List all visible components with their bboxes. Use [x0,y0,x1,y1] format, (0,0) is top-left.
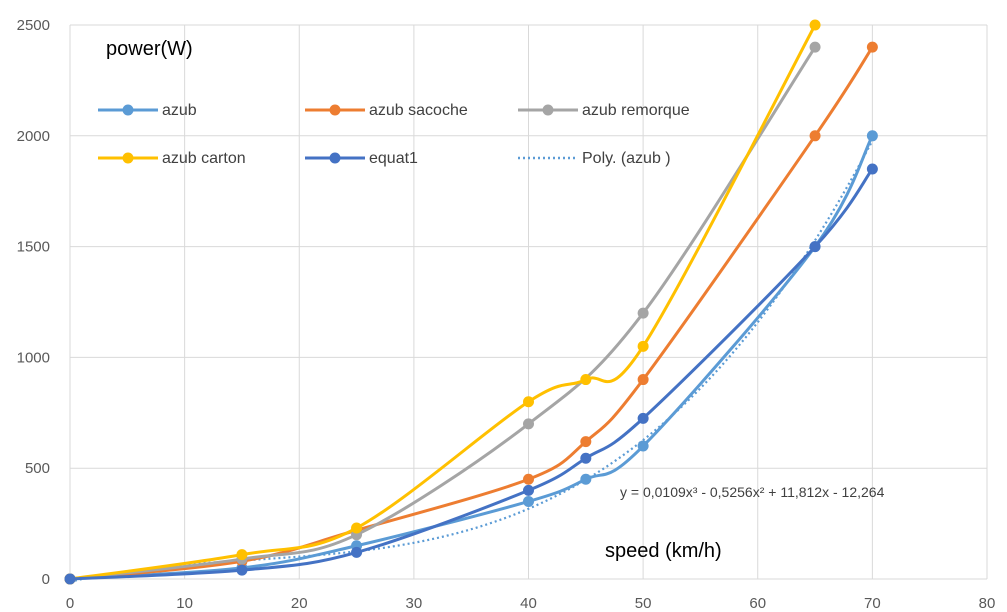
y-tick-label: 2500 [17,17,50,34]
x-axis-ticks: 0 10 20 30 40 50 60 70 80 [66,595,996,612]
x-tick-label: 50 [635,595,652,612]
data-point [866,163,878,175]
data-point [866,41,878,53]
data-point [637,340,649,352]
y-axis-label: power(W) [106,38,193,60]
data-point [580,374,592,386]
legend-marker [542,104,554,116]
y-tick-label: 500 [25,460,50,477]
legend-marker [329,152,341,164]
series-line [69,46,817,581]
legend-marker [122,152,134,164]
series-azub-carton [64,19,821,585]
data-point [637,307,649,319]
legend-item: azub sacoche [305,102,468,119]
x-tick-label: 80 [979,595,996,612]
data-point [637,440,649,452]
y-tick-label: 1000 [17,349,50,366]
legend-label: azub [162,102,197,119]
legend-label: Poly. (azub ) [582,150,671,167]
data-point [637,412,649,424]
data-point [809,19,821,31]
y-tick-label: 2000 [17,128,50,145]
data-point [580,473,592,485]
series-layer [64,19,878,585]
x-tick-label: 10 [176,595,193,612]
legend-item: Poly. (azub ) [518,150,671,167]
y-tick-label: 0 [42,571,50,588]
data-point [236,564,248,576]
legend-item: azub [98,102,197,119]
y-tick-label: 1500 [17,239,50,256]
data-point [637,374,649,386]
data-point [809,41,821,53]
data-point [351,522,363,534]
legend-label: azub remorque [582,102,690,119]
legend-label: azub carton [162,150,246,167]
gridlines [69,24,988,580]
x-tick-label: 30 [406,595,423,612]
legend-item: azub carton [98,150,246,167]
data-point [523,473,534,485]
legend: azub azub sacoche azub remorque azub carton… [98,102,690,167]
data-point [64,573,76,585]
data-point [523,418,534,430]
legend-label: azub sacoche [369,102,468,119]
x-tick-label: 70 [864,595,881,612]
data-point [523,396,534,408]
legend-item: equat1 [305,150,418,167]
data-point [580,452,592,464]
data-point [523,484,534,496]
data-point [236,549,248,561]
series-equat1 [64,163,878,585]
data-point [866,130,878,142]
data-point [580,436,592,448]
legend-item: azub remorque [518,102,690,119]
legend-marker [122,104,134,116]
series-azub-remorque [64,41,821,585]
x-axis-label: speed (km/h) [605,540,722,562]
y-axis-ticks: 0 500 1000 1500 2000 2500 [17,17,50,588]
x-tick-label: 60 [749,595,766,612]
data-point [351,546,363,558]
data-point [523,495,534,507]
series-azub-sacoche [64,41,878,585]
legend-label: equat1 [369,150,418,167]
legend-marker [329,104,341,116]
x-tick-label: 40 [520,595,537,612]
data-point [809,241,821,253]
data-point [809,130,821,142]
trendline-equation: y = 0,0109x³ - 0,5256x² + 11,812x - 12,2… [620,484,885,500]
x-tick-label: 20 [291,595,308,612]
x-tick-label: 0 [66,595,74,612]
